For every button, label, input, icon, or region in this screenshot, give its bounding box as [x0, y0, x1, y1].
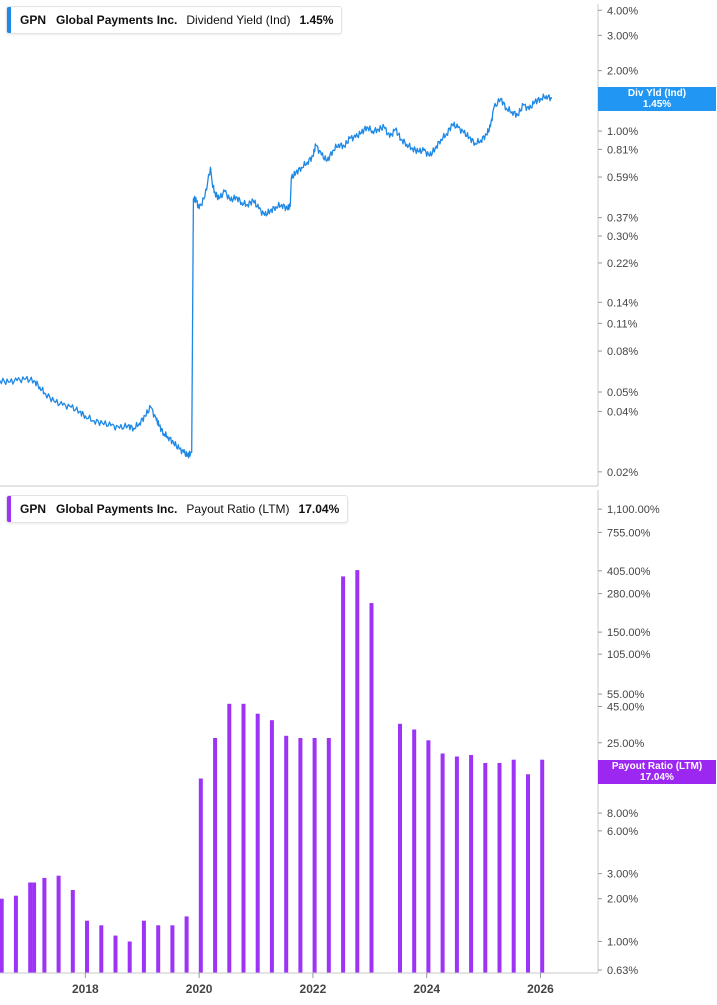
tag-value: 17.04% [640, 772, 674, 783]
payout-ratio-bar [227, 703, 232, 973]
payout-ratio-tick-label: 280.00% [607, 589, 651, 601]
payout-ratio-bar [454, 756, 459, 973]
dividend-yield-legend[interactable]: GPN Global Payments Inc. Dividend Yield … [6, 6, 343, 34]
legend-value: 1.45% [299, 13, 334, 27]
payout-ratio-bar [511, 759, 516, 973]
x-tick-label: 2024 [413, 982, 440, 996]
payout-ratio-last-value-tag: Payout Ratio (LTM) 17.04% [598, 760, 716, 784]
payout-ratio-bar [412, 729, 417, 973]
payout-ratio-bar [99, 925, 104, 973]
dividend-yield-tick-label: 2.00% [607, 66, 638, 78]
payout-ratio-plot [0, 570, 545, 973]
dividend-yield-tick-label: 0.11% [607, 318, 638, 330]
dividend-yield-y-axis: 4.00% 3.00% 2.00% 1.00% 0.81% 0.59% 0.37% 0.30%… [597, 4, 638, 486]
payout-ratio-bar [269, 720, 274, 973]
payout-ratio-bar [426, 740, 431, 973]
payout-ratio-tick-label: 8.00% [607, 808, 638, 820]
payout-ratio-tick-label: 0.63% [607, 965, 638, 977]
payout-ratio-tick-label: 1,100.00% [607, 504, 660, 516]
payout-ratio-bar [497, 763, 502, 973]
dividend-yield-last-value-tag: Div Yld (Ind) 1.45% [598, 87, 716, 111]
tag-label: Div Yld (Ind) [627, 88, 687, 99]
tag-label: Payout Ratio (LTM) [611, 761, 703, 772]
payout-ratio-tick-label: 755.00% [607, 527, 651, 539]
payout-ratio-tick-label: 6.00% [607, 826, 638, 838]
payout-ratio-bar [184, 916, 189, 973]
dividend-yield-tick-label: 0.05% [607, 387, 638, 399]
dividend-yield-tick-label: 4.00% [607, 5, 638, 17]
payout-ratio-tick-label: 3.00% [607, 869, 638, 881]
payout-ratio-bar [298, 738, 303, 973]
payout-ratio-bar [526, 774, 530, 973]
payout-ratio-bar [32, 882, 37, 973]
payout-ratio-bar [369, 603, 374, 973]
x-tick-label: 2026 [527, 982, 554, 996]
payout-ratio-bar [241, 703, 246, 973]
payout-ratio-bar [398, 723, 402, 973]
dividend-yield-tick-label: 0.04% [607, 406, 638, 418]
payout-ratio-bar [28, 882, 33, 973]
dividend-yield-plot [0, 93, 553, 459]
dividend-yield-tick-label: 0.22% [607, 258, 638, 270]
payout-ratio-bar [141, 920, 146, 973]
dividend-yield-line [0, 93, 553, 459]
payout-ratio-bar [284, 735, 289, 973]
dividend-yield-tick-label: 0.59% [607, 172, 638, 184]
dividend-yield-tick-label: 0.02% [607, 467, 638, 479]
payout-ratio-bar [483, 763, 488, 973]
payout-ratio-bar [113, 935, 118, 973]
payout-ratio-tick-label: 150.00% [607, 627, 651, 639]
payout-ratio-tick-label: 1.00% [607, 936, 638, 948]
payout-ratio-y-axis: 1,100.00% 755.00% 405.00% 280.00% 150.00% 105… [597, 490, 660, 977]
payout-ratio-tick-label: 55.00% [607, 689, 645, 701]
x-tick-label: 2018 [72, 982, 99, 996]
payout-ratio-bar [0, 898, 4, 973]
dividend-yield-tick-label: 0.81% [607, 144, 638, 156]
payout-ratio-swatch [7, 496, 11, 522]
legend-value: 17.04% [298, 502, 340, 516]
payout-ratio-bar [70, 890, 75, 973]
payout-ratio-tick-label: 2.00% [607, 894, 638, 906]
payout-ratio-bar [341, 576, 346, 973]
legend-metric: Dividend Yield (Ind) [186, 13, 291, 27]
x-tick-label: 2020 [186, 982, 213, 996]
legend-company: Global Payments Inc. [56, 502, 178, 516]
dividend-yield-tick-label: 0.37% [607, 213, 638, 225]
payout-ratio-bar [355, 570, 360, 973]
payout-ratio-bar [255, 713, 260, 973]
legend-company: Global Payments Inc. [56, 13, 178, 27]
payout-ratio-bar [213, 738, 218, 973]
payout-ratio-bar [13, 895, 18, 973]
payout-ratio-legend[interactable]: GPN Global Payments Inc. Payout Ratio (L… [6, 495, 349, 523]
tag-value: 1.45% [642, 99, 672, 110]
dividend-yield-tick-label: 0.30% [607, 231, 638, 243]
x-tick-label: 2022 [300, 982, 327, 996]
payout-ratio-bar [440, 753, 445, 973]
payout-ratio-bar [170, 925, 175, 973]
dividend-yield-tick-label: 3.00% [607, 30, 638, 42]
payout-ratio-bar [469, 755, 474, 973]
legend-ticker: GPN [20, 502, 47, 516]
payout-ratio-bar [85, 920, 89, 973]
payout-ratio-bar [127, 941, 132, 973]
payout-ratio-bar [326, 738, 331, 973]
payout-ratio-bar [540, 759, 545, 973]
legend-metric: Payout Ratio (LTM) [186, 502, 290, 516]
time-x-axis: 2018 2020 2022 2024 2026 [0, 972, 598, 996]
dividend-yield-tick-label: 0.08% [607, 346, 638, 358]
dividend-yield-tick-label: 1.00% [607, 126, 638, 138]
payout-ratio-bar [42, 877, 47, 973]
payout-ratio-bar [198, 778, 203, 973]
payout-ratio-bar [56, 875, 61, 973]
payout-ratio-tick-label: 25.00% [607, 738, 645, 750]
payout-ratio-tick-label: 405.00% [607, 566, 651, 578]
legend-ticker: GPN [20, 13, 47, 27]
dividend-yield-swatch [7, 7, 11, 33]
payout-ratio-bar [312, 738, 317, 973]
payout-ratio-bar [156, 925, 161, 973]
payout-ratio-tick-label: 45.00% [607, 701, 645, 713]
payout-ratio-tick-label: 105.00% [607, 649, 651, 661]
dividend-yield-tick-label: 0.14% [607, 297, 638, 309]
